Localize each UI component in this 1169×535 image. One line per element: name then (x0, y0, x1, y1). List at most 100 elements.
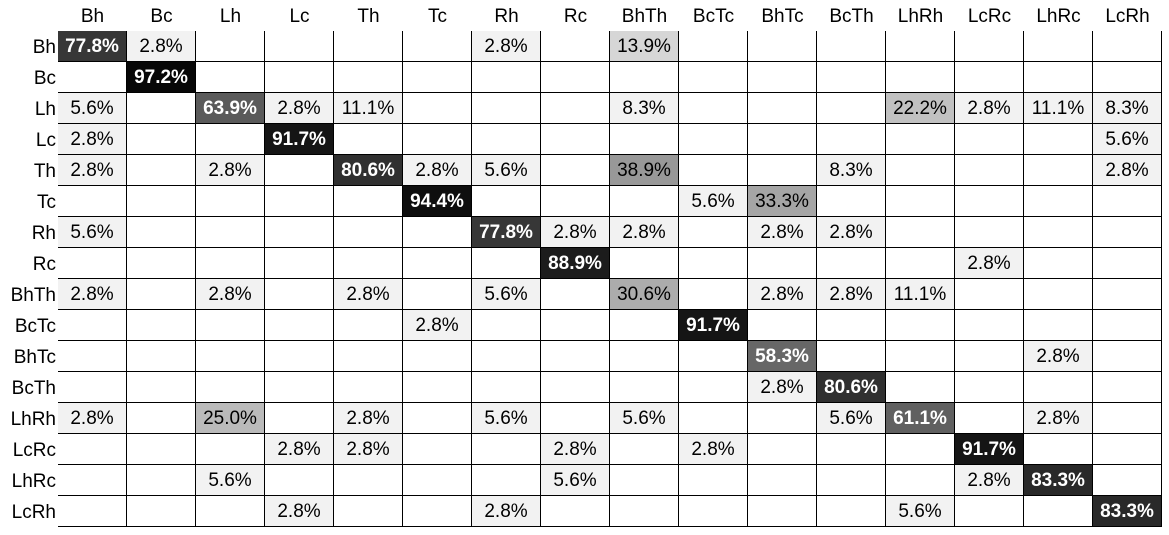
matrix-cell (955, 124, 1024, 155)
matrix-cell: 83.3% (1093, 496, 1162, 527)
matrix-cell (1024, 248, 1093, 279)
matrix-cell (748, 310, 817, 341)
matrix-cell: 77.8% (472, 217, 541, 248)
matrix-cell (679, 372, 748, 403)
matrix-cell (58, 434, 127, 465)
matrix-cell: 5.6% (610, 403, 679, 434)
matrix-cell (334, 372, 403, 403)
matrix-cell: 2.8% (334, 434, 403, 465)
matrix-cell (817, 341, 886, 372)
matrix-cell (886, 31, 955, 62)
matrix-cell (1024, 62, 1093, 93)
matrix-cell: 91.7% (265, 124, 334, 155)
row-label: Rc (32, 254, 56, 275)
matrix-cell (610, 434, 679, 465)
matrix-cell (1093, 31, 1162, 62)
matrix-cell (1093, 465, 1162, 496)
matrix-cell (58, 248, 127, 279)
matrix-cell (817, 496, 886, 527)
matrix-cell: 2.8% (1024, 403, 1093, 434)
row-label: Th (33, 161, 56, 182)
matrix-cell: 2.8% (955, 248, 1024, 279)
matrix-cell: 5.6% (817, 403, 886, 434)
matrix-cell: 94.4% (403, 186, 472, 217)
matrix-cell: 91.7% (955, 434, 1024, 465)
matrix-cell (127, 372, 196, 403)
matrix-cell (748, 124, 817, 155)
matrix-cell (58, 310, 127, 341)
column-label: LcRc (967, 6, 1012, 27)
matrix-cell (679, 465, 748, 496)
matrix-cell (817, 434, 886, 465)
matrix-cell (679, 403, 748, 434)
matrix-cell (265, 372, 334, 403)
matrix-cell (541, 93, 610, 124)
matrix-cell (1024, 372, 1093, 403)
matrix-cell: 8.3% (817, 155, 886, 186)
row-label: LhRc (11, 471, 56, 492)
matrix-cell (817, 248, 886, 279)
matrix-cell (403, 434, 472, 465)
row-label: Rh (31, 223, 56, 244)
column-label: BhTh (621, 6, 668, 27)
matrix-cell (127, 124, 196, 155)
matrix-cell (472, 310, 541, 341)
matrix-cell (610, 62, 679, 93)
matrix-cell (265, 62, 334, 93)
matrix-cell (886, 217, 955, 248)
matrix-cell (955, 62, 1024, 93)
matrix-cell (403, 248, 472, 279)
row-label: BhTh (10, 285, 56, 306)
matrix-cell (1024, 496, 1093, 527)
matrix-cell: 5.6% (472, 279, 541, 310)
matrix-cell: 2.8% (265, 434, 334, 465)
matrix-cell (886, 155, 955, 186)
matrix-cell (58, 496, 127, 527)
matrix-cell: 2.8% (265, 496, 334, 527)
matrix-cell (472, 434, 541, 465)
row-label: Lc (35, 130, 56, 151)
matrix-cell (886, 62, 955, 93)
matrix-cell (127, 93, 196, 124)
matrix-cell (196, 124, 265, 155)
matrix-cell (610, 124, 679, 155)
matrix-cell: 2.8% (472, 31, 541, 62)
matrix-cell (127, 403, 196, 434)
matrix-cell (334, 310, 403, 341)
matrix-cell (196, 434, 265, 465)
matrix-cell (265, 341, 334, 372)
matrix-cell: 5.6% (472, 403, 541, 434)
matrix-cell: 2.8% (196, 279, 265, 310)
matrix-cell (472, 248, 541, 279)
matrix-cell: 2.8% (748, 217, 817, 248)
matrix-cell (679, 93, 748, 124)
matrix-cell (1093, 372, 1162, 403)
matrix-cell: 5.6% (58, 93, 127, 124)
matrix-cell (886, 372, 955, 403)
matrix-cell (541, 372, 610, 403)
matrix-cell (1024, 124, 1093, 155)
matrix-cell (472, 372, 541, 403)
matrix-cell (541, 403, 610, 434)
matrix-cell (127, 217, 196, 248)
row-label: LhRh (10, 409, 56, 430)
matrix-cell (127, 310, 196, 341)
row-label: Bh (32, 37, 56, 58)
matrix-cell (955, 496, 1024, 527)
row-label: Tc (37, 192, 56, 213)
matrix-cell (541, 155, 610, 186)
matrix-cell (265, 31, 334, 62)
matrix-cell (196, 186, 265, 217)
matrix-cell (610, 310, 679, 341)
matrix-cell (541, 124, 610, 155)
matrix-cell (679, 279, 748, 310)
column-label: BcTh (829, 6, 874, 27)
matrix-cell (748, 31, 817, 62)
matrix-cell (748, 434, 817, 465)
matrix-cell: 2.8% (127, 31, 196, 62)
row-label: BhTc (13, 347, 56, 368)
matrix-cell (748, 465, 817, 496)
matrix-cell (1024, 310, 1093, 341)
matrix-cell: 2.8% (541, 434, 610, 465)
matrix-cell: 2.8% (403, 155, 472, 186)
